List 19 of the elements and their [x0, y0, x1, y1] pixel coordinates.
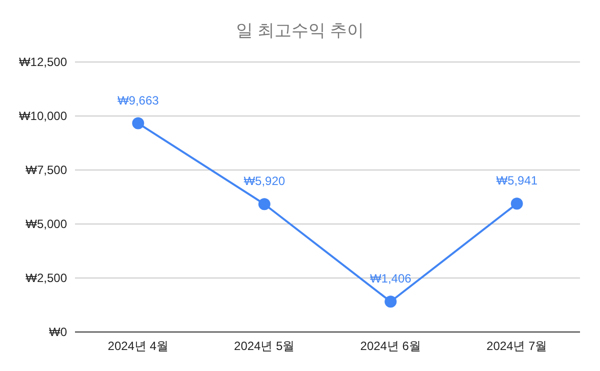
point	[384, 296, 397, 308]
chart-title: 일 최고수익 추이	[236, 21, 364, 40]
x-tick-label: 2024년 6월	[360, 339, 421, 353]
point	[132, 117, 144, 130]
y-tick-label: ₩12,500	[18, 55, 68, 69]
y-tick-label: ₩0	[49, 325, 68, 339]
x-tick-label: 2024년 4월	[108, 339, 168, 353]
x-tick-label: 2024년 7월	[486, 339, 548, 353]
y-tick-label: ₩2,500	[26, 271, 68, 285]
data-label: ₩1,406	[370, 272, 412, 286]
y-tick-label: ₩10,000	[18, 109, 68, 123]
x-tick-label: 2024년 5월	[234, 339, 295, 353]
y-tick-label: ₩5,000	[26, 217, 68, 231]
data-label: ₩5,941	[496, 174, 538, 188]
point	[258, 198, 270, 210]
point	[510, 198, 523, 210]
data-label: ₩9,663	[117, 93, 160, 108]
y-tick-label: ₩7,500	[26, 163, 68, 177]
data-label: ₩5,920	[244, 174, 286, 188]
